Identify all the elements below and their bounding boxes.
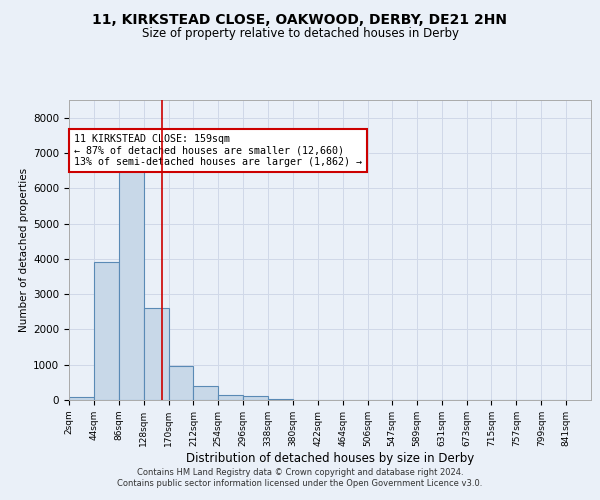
Bar	[268, 398, 293, 400]
Bar	[143, 308, 169, 400]
Bar	[218, 394, 243, 400]
Text: Contains HM Land Registry data © Crown copyright and database right 2024.
Contai: Contains HM Land Registry data © Crown c…	[118, 468, 482, 487]
Bar	[193, 386, 218, 400]
Bar	[69, 398, 94, 400]
Text: Size of property relative to detached houses in Derby: Size of property relative to detached ho…	[142, 28, 458, 40]
Text: 11, KIRKSTEAD CLOSE, OAKWOOD, DERBY, DE21 2HN: 11, KIRKSTEAD CLOSE, OAKWOOD, DERBY, DE2…	[92, 12, 508, 26]
Bar	[243, 396, 268, 400]
Y-axis label: Number of detached properties: Number of detached properties	[19, 168, 29, 332]
X-axis label: Distribution of detached houses by size in Derby: Distribution of detached houses by size …	[186, 452, 474, 464]
Bar	[119, 170, 143, 400]
Bar	[169, 366, 193, 400]
Bar	[94, 262, 119, 400]
Text: 11 KIRKSTEAD CLOSE: 159sqm
← 87% of detached houses are smaller (12,660)
13% of : 11 KIRKSTEAD CLOSE: 159sqm ← 87% of deta…	[74, 134, 362, 166]
